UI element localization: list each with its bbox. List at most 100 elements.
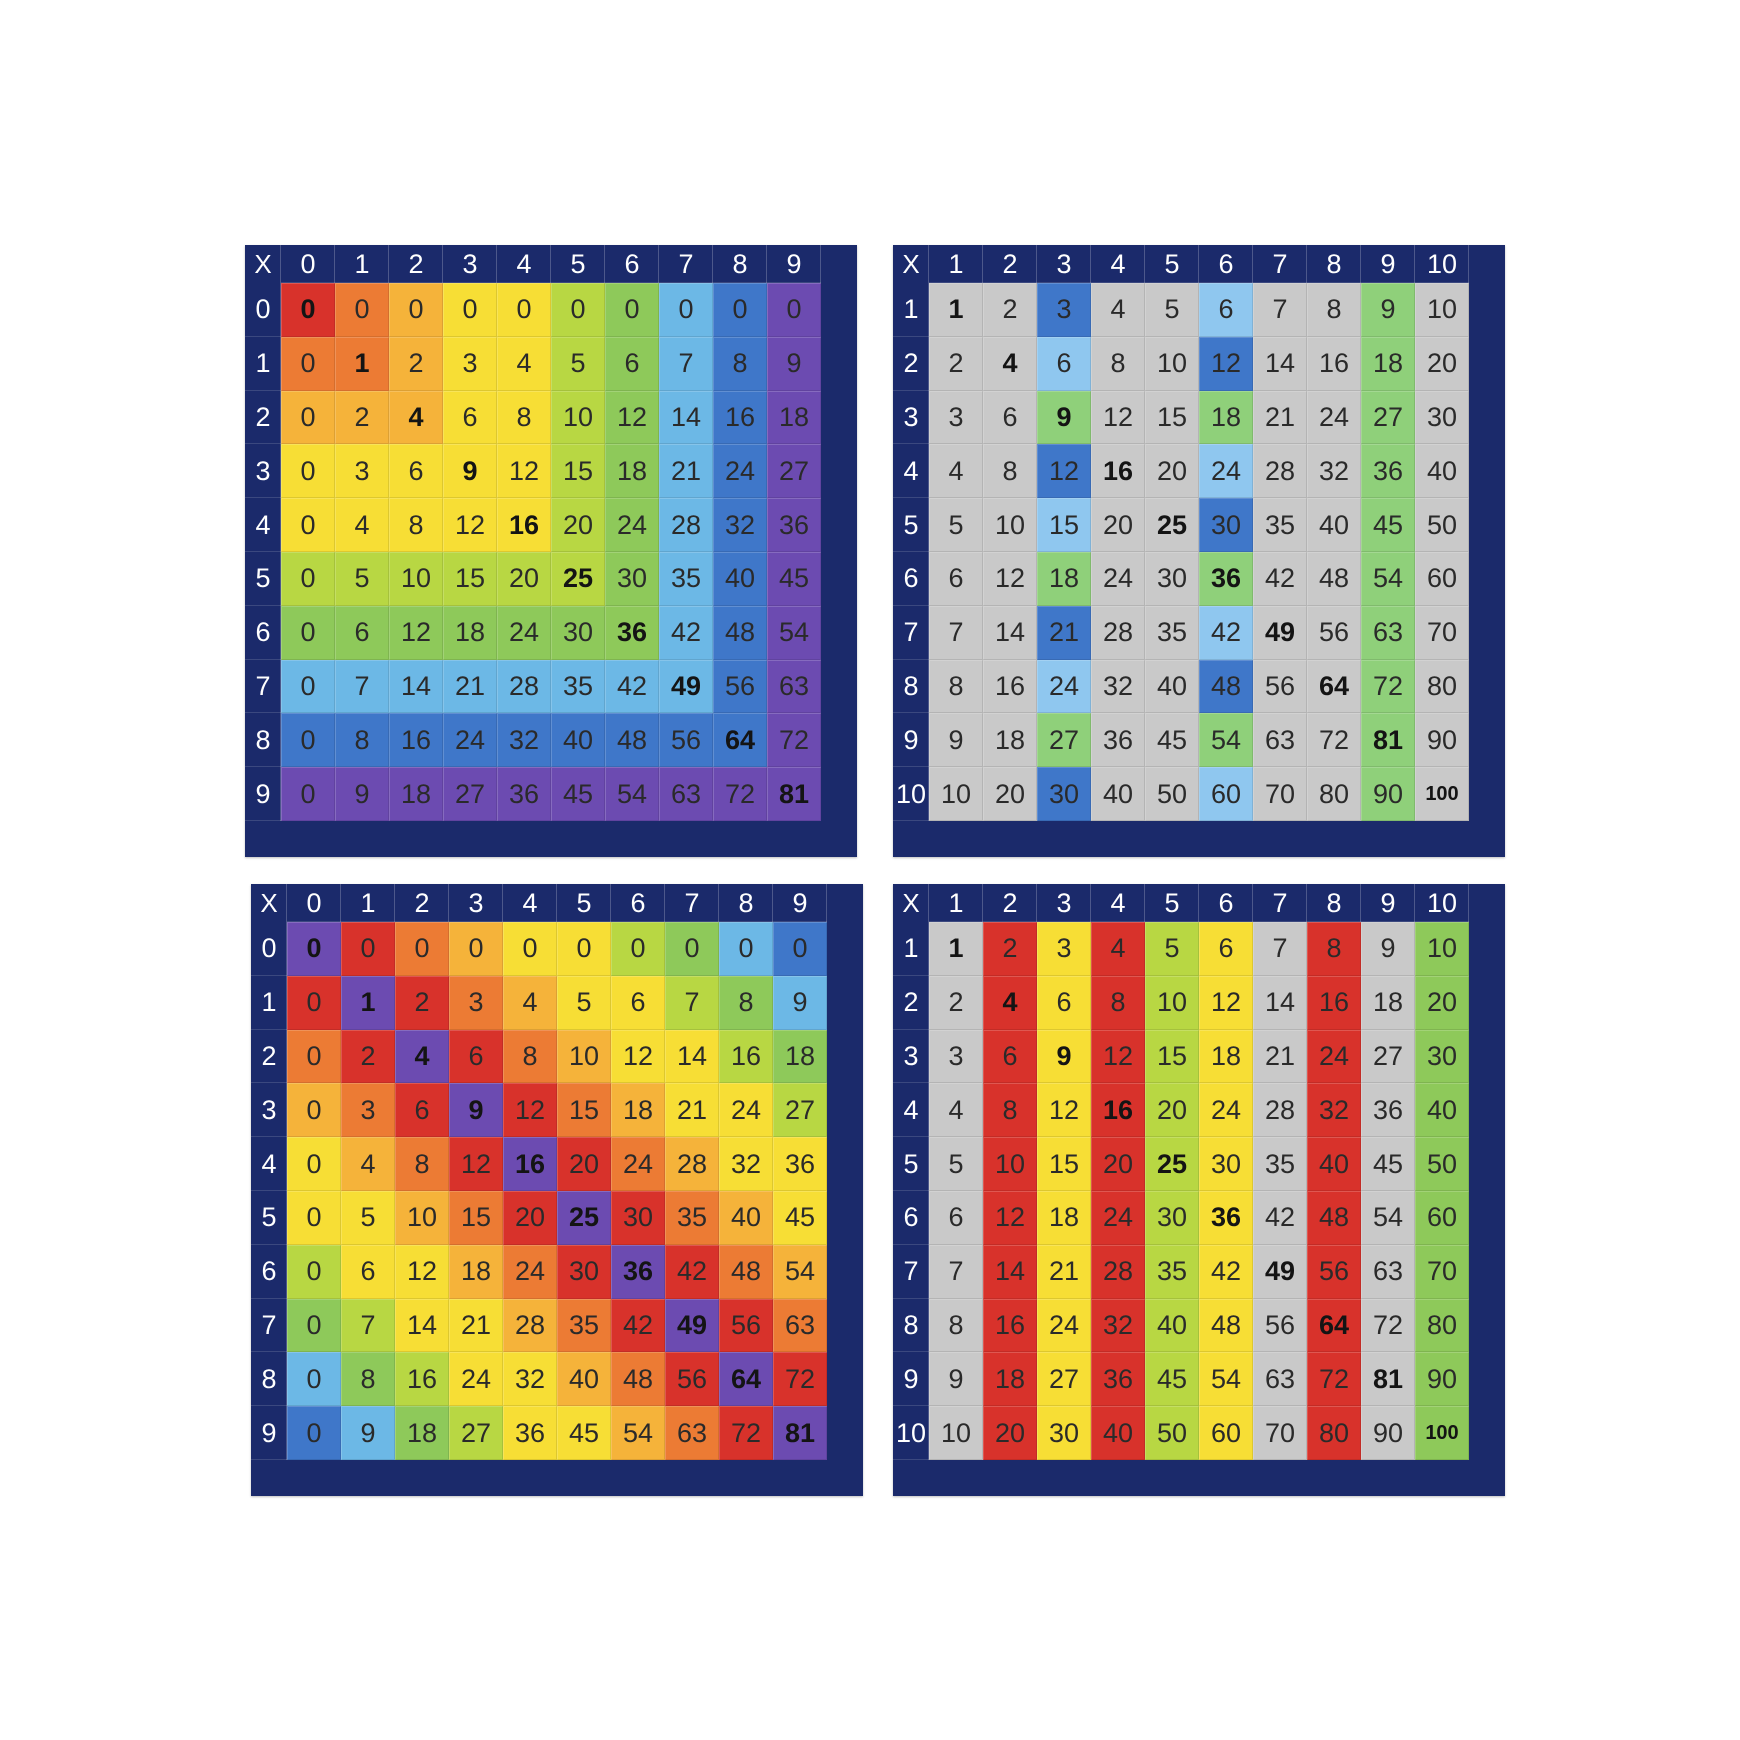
product-tile: 60 [1199, 767, 1253, 821]
product-tile: 30 [1415, 390, 1469, 445]
product-tile: 8 [1091, 336, 1145, 391]
product-tile: 7 [929, 605, 983, 660]
product-tile: 30 [1037, 767, 1091, 821]
square-number-tile: 25 [551, 551, 605, 606]
product-tile: 20 [983, 1406, 1037, 1460]
product-tile: 18 [983, 713, 1037, 768]
product-tile: 6 [335, 605, 389, 660]
product-tile: 6 [1037, 336, 1091, 391]
product-tile: 72 [713, 767, 767, 821]
product-tile: 48 [1199, 659, 1253, 714]
board-rim [893, 821, 1505, 857]
product-tile: 9 [929, 1352, 983, 1407]
product-tile: 8 [341, 1352, 395, 1407]
row-header: 5 [893, 1137, 929, 1191]
product-tile: 32 [1307, 444, 1361, 499]
product-tile: 14 [983, 1244, 1037, 1299]
product-tile: 72 [719, 1406, 773, 1460]
column-header: 5 [1145, 884, 1199, 922]
product-tile: 32 [497, 713, 551, 768]
product-tile: 63 [665, 1406, 719, 1460]
product-tile: 63 [767, 659, 821, 714]
product-tile: 0 [287, 1406, 341, 1460]
column-header: 3 [1037, 245, 1091, 283]
product-tile: 12 [983, 1190, 1037, 1245]
product-tile: 10 [1415, 283, 1469, 337]
product-tile: 8 [1307, 922, 1361, 976]
product-tile: 40 [1307, 1137, 1361, 1191]
product-tile: 24 [1199, 1083, 1253, 1138]
product-tile: 63 [1253, 1352, 1307, 1407]
product-tile: 28 [1253, 444, 1307, 499]
product-tile: 7 [341, 1298, 395, 1353]
column-header: 1 [341, 884, 395, 922]
product-tile: 2 [389, 336, 443, 391]
product-tile: 12 [497, 444, 551, 499]
corner-label: X [251, 884, 287, 922]
square-number-tile: 100 [1415, 1406, 1469, 1460]
product-tile: 60 [1199, 1406, 1253, 1460]
product-tile: 8 [713, 336, 767, 391]
product-tile: 36 [767, 498, 821, 552]
product-tile: 45 [1145, 713, 1199, 768]
product-tile: 0 [767, 283, 821, 337]
product-tile: 72 [1307, 713, 1361, 768]
multiplication-board-4: X 1 2 3 4 5 6 7 8 9 10 1 1 2 3 4 5 6 7 8 9 10 2 2 4 6 8 10 12 14 16 18 2… [893, 884, 1505, 1496]
product-tile: 30 [557, 1244, 611, 1299]
product-tile: 36 [1091, 713, 1145, 768]
corner-label: X [893, 884, 929, 922]
product-tile: 20 [497, 551, 551, 606]
square-number-tile: 25 [1145, 1137, 1199, 1191]
product-tile: 4 [1091, 922, 1145, 976]
product-tile: 56 [1307, 605, 1361, 660]
product-tile: 21 [449, 1298, 503, 1353]
column-header: 3 [449, 884, 503, 922]
square-number-tile: 9 [443, 444, 497, 499]
product-tile: 48 [1307, 1190, 1361, 1245]
product-tile: 18 [611, 1083, 665, 1138]
product-tile: 45 [1145, 1352, 1199, 1407]
product-tile: 24 [1307, 390, 1361, 445]
product-tile: 30 [551, 605, 605, 660]
product-tile: 6 [929, 551, 983, 606]
product-tile: 0 [281, 336, 335, 391]
product-tile: 5 [557, 975, 611, 1030]
product-tile: 54 [605, 767, 659, 821]
product-tile: 0 [281, 551, 335, 606]
square-number-tile: 1 [929, 283, 983, 337]
column-header: 7 [1253, 884, 1307, 922]
product-tile: 0 [281, 767, 335, 821]
product-tile: 8 [983, 444, 1037, 499]
product-tile: 15 [1145, 390, 1199, 445]
product-tile: 3 [449, 975, 503, 1030]
square-number-tile: 100 [1415, 767, 1469, 821]
product-tile: 9 [1361, 922, 1415, 976]
product-tile: 4 [1091, 283, 1145, 337]
product-tile: 27 [767, 444, 821, 499]
board-rim [251, 1460, 863, 1496]
product-tile: 30 [1145, 1190, 1199, 1245]
square-number-tile: 64 [1307, 659, 1361, 714]
product-tile: 0 [659, 283, 713, 337]
product-tile: 6 [443, 390, 497, 445]
square-number-tile: 49 [1253, 1244, 1307, 1299]
column-header: 8 [713, 245, 767, 283]
product-tile: 16 [983, 659, 1037, 714]
square-number-tile: 49 [1253, 605, 1307, 660]
product-tile: 0 [281, 444, 335, 499]
product-tile: 40 [557, 1352, 611, 1407]
product-tile: 6 [983, 390, 1037, 445]
product-tile: 27 [443, 767, 497, 821]
product-tile: 0 [611, 922, 665, 976]
square-number-tile: 64 [1307, 1298, 1361, 1353]
product-tile: 12 [443, 498, 497, 552]
row-header: 7 [893, 606, 929, 660]
product-tile: 48 [605, 713, 659, 768]
product-tile: 40 [1091, 1406, 1145, 1460]
product-tile: 27 [1361, 390, 1415, 445]
product-tile: 3 [1037, 922, 1091, 976]
corner-label: X [245, 245, 281, 283]
square-number-tile: 9 [1037, 1029, 1091, 1084]
product-tile: 80 [1415, 1298, 1469, 1353]
product-tile: 14 [1253, 336, 1307, 391]
